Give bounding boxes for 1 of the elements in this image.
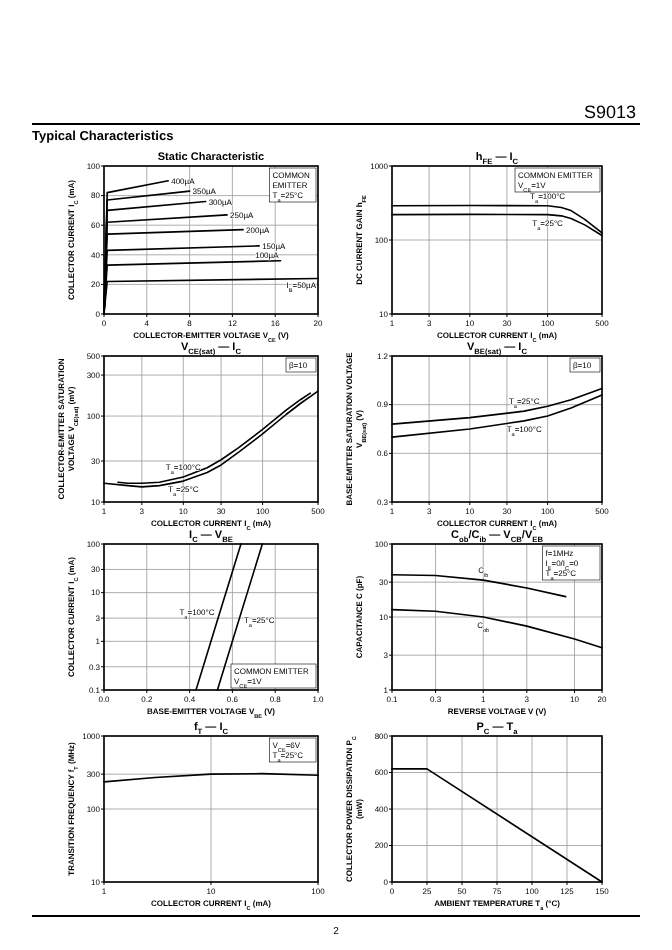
text: S9013 [583,102,636,122]
